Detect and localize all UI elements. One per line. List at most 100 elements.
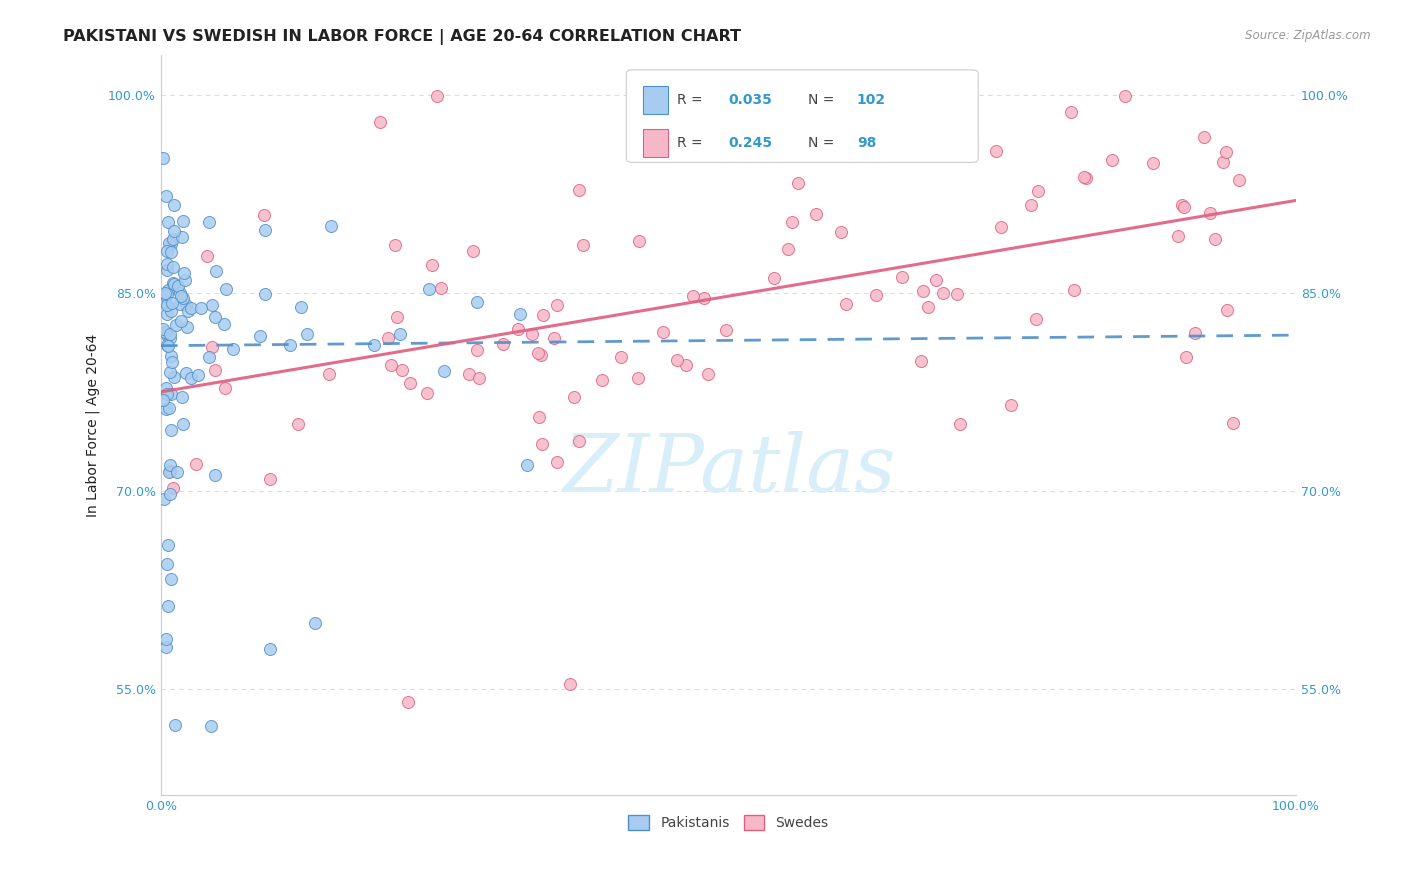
Point bbox=[156, 338, 179, 352]
Point bbox=[1204, 232, 1226, 246]
Point bbox=[835, 296, 858, 310]
Point bbox=[214, 282, 236, 296]
Text: 98: 98 bbox=[856, 136, 876, 150]
Point bbox=[1192, 130, 1215, 145]
Point bbox=[170, 230, 193, 244]
Point bbox=[177, 304, 200, 318]
Point bbox=[304, 615, 326, 630]
Text: ZIPatlas: ZIPatlas bbox=[562, 431, 896, 508]
Point bbox=[385, 310, 408, 325]
Point bbox=[762, 270, 785, 285]
Point bbox=[212, 317, 235, 331]
Point bbox=[891, 269, 914, 284]
Point bbox=[384, 237, 406, 252]
Point bbox=[156, 263, 179, 277]
Point bbox=[287, 417, 309, 431]
Point bbox=[568, 184, 591, 198]
Point bbox=[696, 368, 718, 382]
Point bbox=[527, 410, 550, 425]
Point bbox=[949, 417, 972, 432]
Point bbox=[198, 215, 221, 229]
Text: 0.245: 0.245 bbox=[728, 136, 773, 150]
Point bbox=[380, 358, 402, 372]
Point bbox=[558, 677, 581, 691]
Point bbox=[1142, 156, 1164, 170]
Point bbox=[159, 331, 181, 345]
Text: Source: ZipAtlas.com: Source: ZipAtlas.com bbox=[1246, 29, 1371, 42]
Point bbox=[186, 457, 208, 471]
Point bbox=[461, 244, 484, 258]
Point bbox=[190, 301, 212, 316]
Point bbox=[295, 326, 318, 341]
Point bbox=[159, 458, 181, 472]
Point bbox=[391, 363, 413, 377]
Point bbox=[592, 373, 614, 387]
Point bbox=[396, 695, 419, 709]
Point bbox=[626, 371, 648, 385]
Point bbox=[693, 291, 716, 305]
Point bbox=[200, 719, 222, 733]
Point bbox=[506, 321, 529, 335]
Point bbox=[155, 640, 177, 655]
Point bbox=[162, 354, 184, 368]
Point bbox=[531, 308, 554, 322]
Point bbox=[259, 641, 281, 656]
Point bbox=[156, 298, 179, 312]
Point bbox=[160, 295, 183, 310]
Point bbox=[465, 295, 488, 310]
Point bbox=[652, 325, 675, 339]
Point bbox=[172, 417, 194, 432]
Point bbox=[162, 481, 184, 495]
Point bbox=[420, 258, 443, 272]
FancyBboxPatch shape bbox=[644, 87, 668, 114]
Point bbox=[153, 286, 176, 301]
Legend: Pakistanis, Swedes: Pakistanis, Swedes bbox=[623, 810, 834, 836]
Point bbox=[170, 289, 193, 303]
Point bbox=[152, 322, 174, 336]
Point bbox=[157, 401, 180, 415]
Point bbox=[984, 145, 1007, 159]
Point bbox=[167, 278, 190, 293]
Point bbox=[572, 237, 595, 252]
Point bbox=[159, 326, 181, 341]
Point bbox=[388, 326, 411, 341]
Point bbox=[1215, 145, 1237, 159]
Point bbox=[925, 273, 948, 287]
Point bbox=[917, 301, 939, 315]
Point bbox=[1171, 198, 1194, 212]
Point bbox=[319, 219, 342, 233]
Point bbox=[157, 538, 180, 552]
Point bbox=[157, 235, 180, 250]
Point bbox=[204, 362, 226, 376]
Point bbox=[153, 295, 176, 310]
Point bbox=[377, 331, 399, 345]
Point bbox=[254, 223, 277, 237]
Point bbox=[665, 353, 688, 368]
Point bbox=[153, 492, 176, 507]
Point bbox=[169, 297, 191, 311]
Point bbox=[1025, 312, 1047, 326]
Point bbox=[522, 326, 544, 341]
Point bbox=[180, 370, 202, 384]
Point bbox=[174, 366, 197, 380]
Point bbox=[416, 386, 439, 401]
Point bbox=[253, 208, 276, 222]
Point bbox=[172, 291, 194, 305]
Point bbox=[160, 303, 183, 318]
Point bbox=[222, 342, 245, 356]
Point bbox=[165, 318, 187, 333]
Point bbox=[163, 717, 186, 731]
Point bbox=[704, 111, 727, 125]
Point bbox=[426, 89, 449, 103]
Point bbox=[429, 281, 451, 295]
Point bbox=[716, 323, 738, 337]
Point bbox=[157, 599, 180, 614]
Point bbox=[159, 237, 181, 252]
Point bbox=[804, 207, 827, 221]
Point bbox=[166, 466, 188, 480]
Point bbox=[160, 245, 183, 260]
Text: PAKISTANI VS SWEDISH IN LABOR FORCE | AGE 20-64 CORRELATION CHART: PAKISTANI VS SWEDISH IN LABOR FORCE | AG… bbox=[63, 29, 741, 45]
Point bbox=[543, 330, 565, 344]
Point bbox=[152, 393, 174, 408]
Point bbox=[174, 298, 197, 312]
